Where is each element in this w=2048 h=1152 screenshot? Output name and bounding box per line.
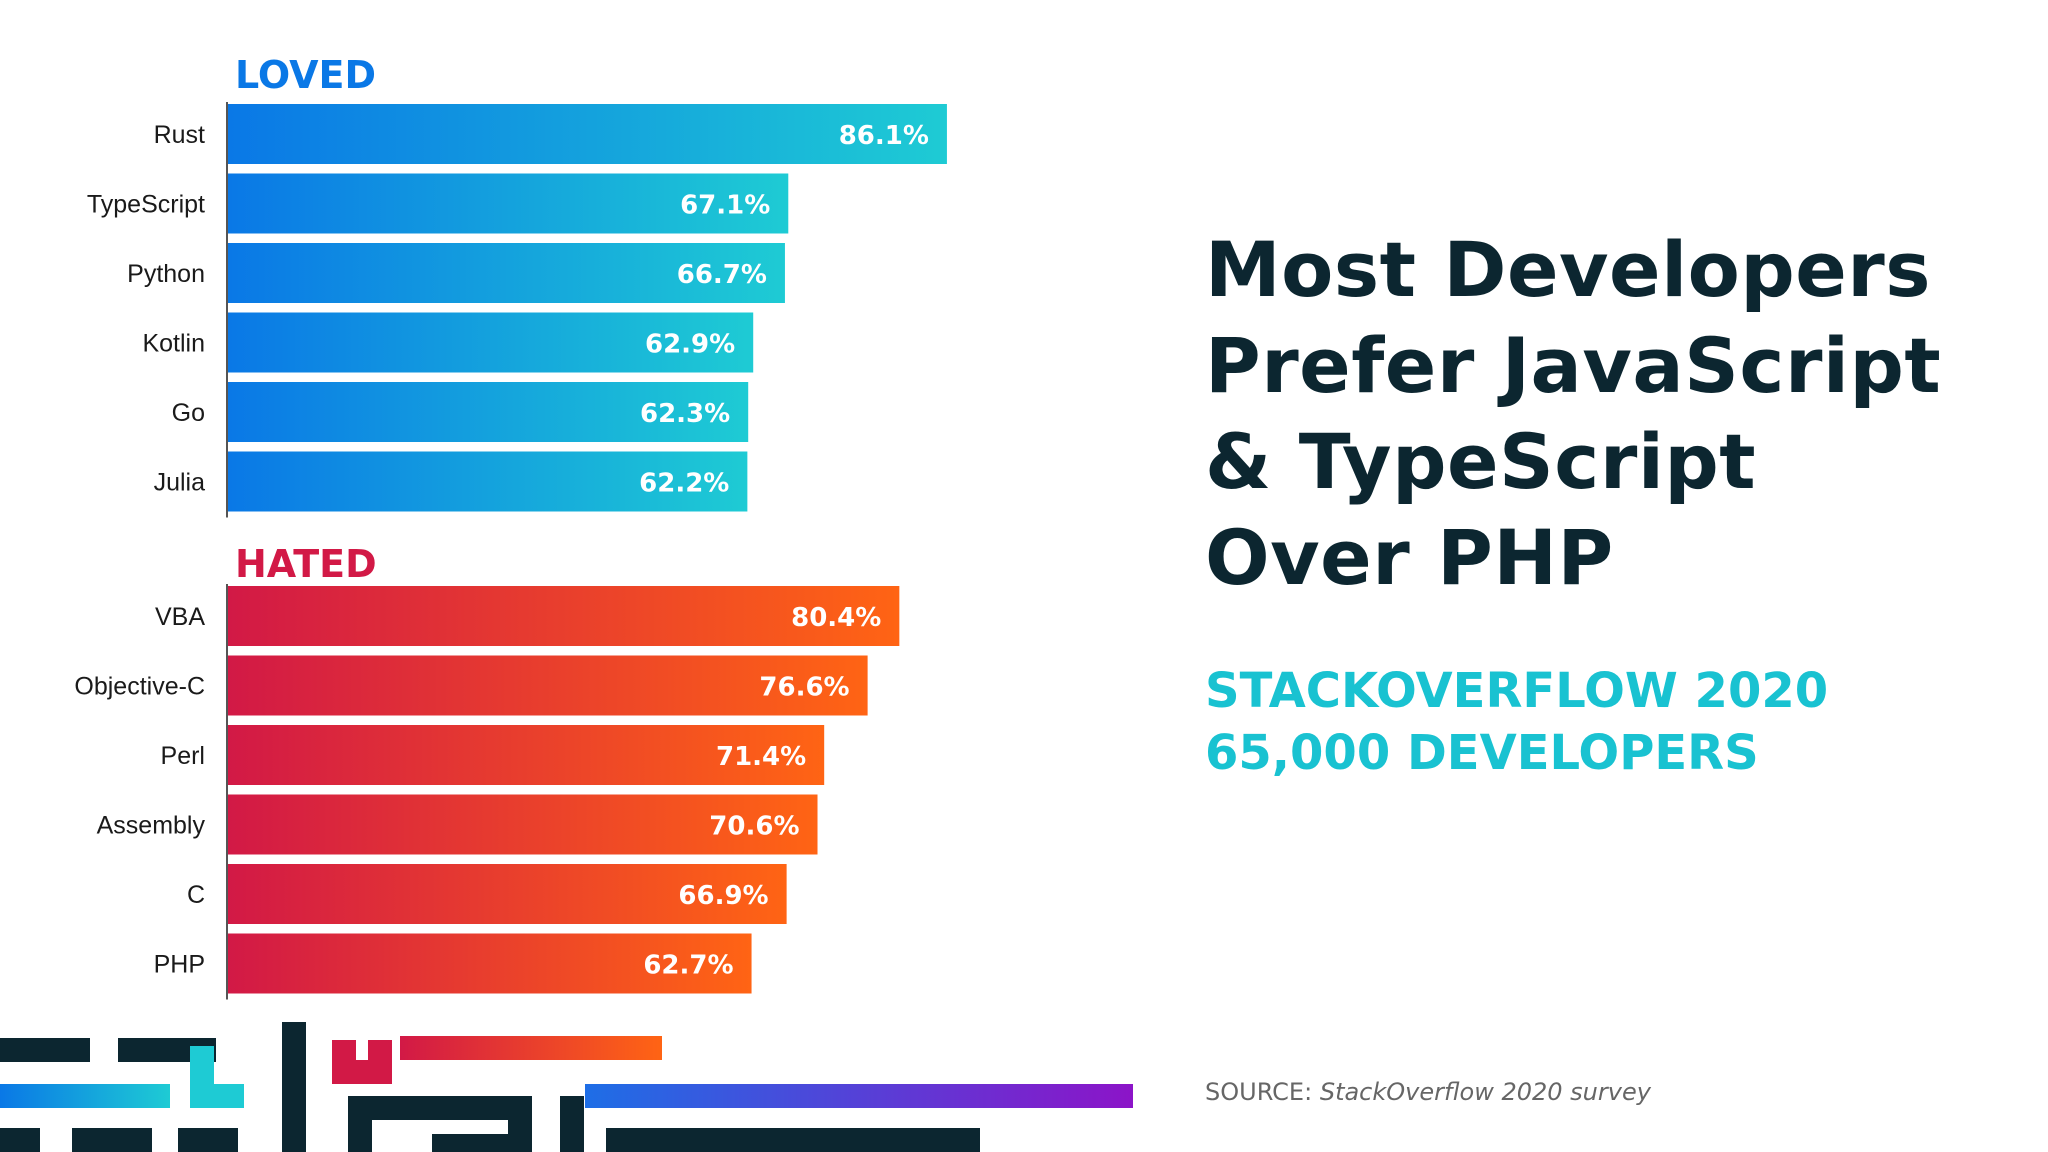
source-text: StackOverflow 2020 survey: [1319, 1078, 1651, 1106]
value-label: 62.2%: [639, 469, 729, 499]
value-label: 80.4%: [791, 603, 881, 633]
category-label: Rust: [154, 121, 205, 149]
category-label: Objective-C: [74, 673, 205, 701]
survey-size: 65,000 DEVELOPERS: [1205, 725, 1759, 781]
category-label: Python: [127, 260, 205, 288]
survey-name: STACKOVERFLOW 2020: [1205, 663, 1829, 719]
value-label: 67.1%: [680, 191, 770, 221]
bar-loved: [228, 382, 749, 442]
headline-line: Most Developers: [1205, 225, 1932, 314]
category-label: Perl: [161, 742, 205, 770]
section-title-hated: HATED: [235, 542, 377, 586]
category-label: Go: [172, 399, 205, 427]
category-label: PHP: [154, 951, 205, 979]
headline-line: Over PHP: [1205, 513, 1614, 602]
category-label: VBA: [155, 603, 205, 631]
value-label: 66.7%: [677, 260, 767, 290]
decorative-maze-graphic: [0, 1022, 1133, 1152]
bar-hated: [228, 933, 752, 994]
value-label: 76.6%: [759, 673, 849, 703]
headline-line: & TypeScript: [1205, 417, 1757, 506]
bar-hated: [228, 586, 900, 646]
bar-loved: [228, 312, 754, 373]
bar-hated: [228, 655, 868, 716]
value-label: 62.9%: [645, 330, 735, 360]
category-label: C: [187, 881, 205, 909]
bar-loved: [228, 173, 789, 234]
value-label: 62.3%: [640, 399, 730, 429]
bar-group-loved: LOVED Rust 86.1% TypeScript 67.1% Python 66.7%…: [87, 53, 947, 518]
category-label: TypeScript: [87, 191, 205, 219]
chart: LOVED Rust 86.1% TypeScript 67.1% Python 66.7%…: [74, 53, 947, 1000]
bar-hated: [228, 725, 825, 785]
bar-hated: [228, 864, 787, 924]
category-label: Julia: [154, 469, 206, 497]
bar-loved: [228, 243, 785, 303]
bar-loved: [228, 451, 748, 512]
value-label: 86.1%: [839, 121, 929, 151]
value-label: 71.4%: [716, 742, 806, 772]
category-label: Assembly: [97, 812, 206, 840]
headline-line: Prefer JavaScript: [1205, 321, 1942, 410]
bar-loved: [228, 104, 947, 164]
value-label: 70.6%: [709, 812, 799, 842]
value-label: 66.9%: [678, 881, 768, 911]
bar-hated: [228, 794, 818, 855]
section-title-loved: LOVED: [235, 53, 376, 97]
value-label: 62.7%: [643, 951, 733, 981]
bar-group-hated: HATED VBA 80.4% Objective-C 76.6% Perl 71.4% As…: [74, 542, 900, 1000]
source-prefix: SOURCE:: [1205, 1078, 1313, 1106]
headline: Most Developers Prefer JavaScript & Type…: [1205, 222, 2025, 606]
category-label: Kotlin: [142, 330, 205, 358]
source-note: SOURCE: StackOverflow 2020 survey: [1205, 1078, 1651, 1106]
survey-subhead: STACKOVERFLOW 2020 65,000 DEVELOPERS: [1205, 660, 2005, 784]
